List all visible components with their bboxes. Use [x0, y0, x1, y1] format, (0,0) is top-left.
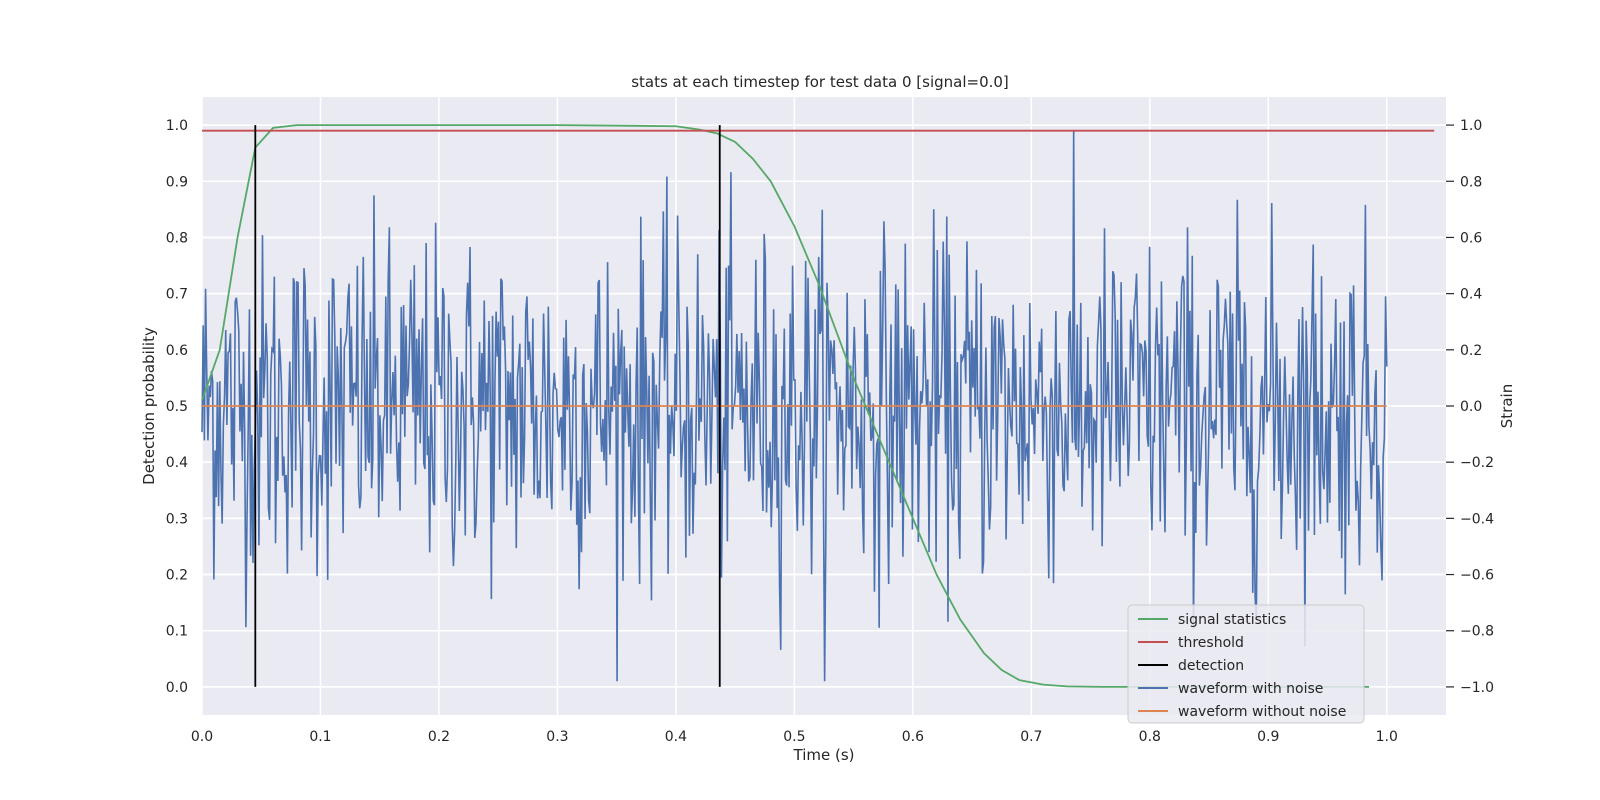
- y-left-tick-label: 0.9: [166, 174, 188, 190]
- y-left-tick-label: 0.2: [166, 568, 188, 584]
- y-left-tick-label: 0.6: [166, 343, 188, 359]
- y-right-axis-ticks: −1.0 −0.8 −0.6 −0.4 −0.2 0.0 0.2 0.4 0.6 0.8 1.0: [1446, 118, 1494, 696]
- legend-label: waveform without noise: [1178, 704, 1346, 720]
- y-left-tick-label: 0.1: [166, 624, 188, 640]
- y-right-tick-label: −0.2: [1460, 455, 1494, 471]
- y-right-tick-label: 0.2: [1460, 343, 1482, 359]
- y-right-tick-label: 1.0: [1460, 118, 1482, 134]
- legend-label: signal statistics: [1178, 612, 1286, 628]
- legend-label: waveform with noise: [1178, 681, 1323, 697]
- legend: signal statistics threshold detection wavef…: [1127, 604, 1365, 724]
- y-right-tick-label: 0.4: [1460, 287, 1482, 303]
- legend-label: threshold: [1178, 635, 1244, 651]
- x-tick-label: 0.0: [191, 729, 213, 745]
- x-axis-ticks: 0.0 0.1 0.2 0.3 0.4 0.5 0.6 0.7 0.8 0.9 1.0: [191, 729, 1398, 745]
- x-tick-label: 0.6: [902, 729, 924, 745]
- y-left-axis-ticks: 0.0 0.1 0.2 0.3 0.4 0.5 0.6 0.7 0.8 0.9 1.0: [166, 118, 188, 696]
- y-left-tick-label: 0.3: [166, 511, 188, 527]
- x-tick-label: 0.8: [1139, 729, 1161, 745]
- x-tick-label: 0.3: [546, 729, 568, 745]
- x-tick-label: 0.4: [665, 729, 687, 745]
- y-right-tick-label: 0.8: [1460, 174, 1482, 190]
- y-right-tick-label: −0.6: [1460, 568, 1494, 584]
- x-tick-label: 0.1: [309, 729, 331, 745]
- y-left-tick-label: 1.0: [166, 118, 188, 134]
- y-right-axis-label: Strain: [1498, 384, 1516, 428]
- y-left-axis-label: Detection probability: [140, 327, 158, 485]
- y-left-tick-label: 0.4: [166, 455, 188, 471]
- y-left-tick-label: 0.7: [166, 287, 188, 303]
- y-right-tick-label: −0.4: [1460, 511, 1494, 527]
- x-tick-label: 1.0: [1376, 729, 1398, 745]
- chart-title: stats at each timestep for test data 0 […: [631, 73, 1009, 91]
- legend-box: [1127, 604, 1365, 724]
- y-left-tick-label: 0.0: [166, 680, 188, 696]
- y-right-tick-label: −0.8: [1460, 624, 1494, 640]
- series-layer: [201, 124, 1435, 688]
- x-axis-label: Time (s): [793, 746, 855, 764]
- x-tick-label: 0.2: [428, 729, 450, 745]
- y-left-tick-label: 0.8: [166, 230, 188, 246]
- x-tick-label: 0.5: [783, 729, 805, 745]
- legend-label: detection: [1178, 658, 1244, 674]
- series-waveform-with-noise: [201, 129, 1388, 682]
- series-signal-statistics: [201, 124, 1369, 688]
- x-tick-label: 0.7: [1020, 729, 1042, 745]
- x-tick-label: 0.9: [1257, 729, 1279, 745]
- y-right-tick-label: −1.0: [1460, 680, 1494, 696]
- y-right-tick-label: 0.6: [1460, 230, 1482, 246]
- y-right-tick-label: 0.0: [1460, 399, 1482, 415]
- y-left-tick-label: 0.5: [166, 399, 188, 415]
